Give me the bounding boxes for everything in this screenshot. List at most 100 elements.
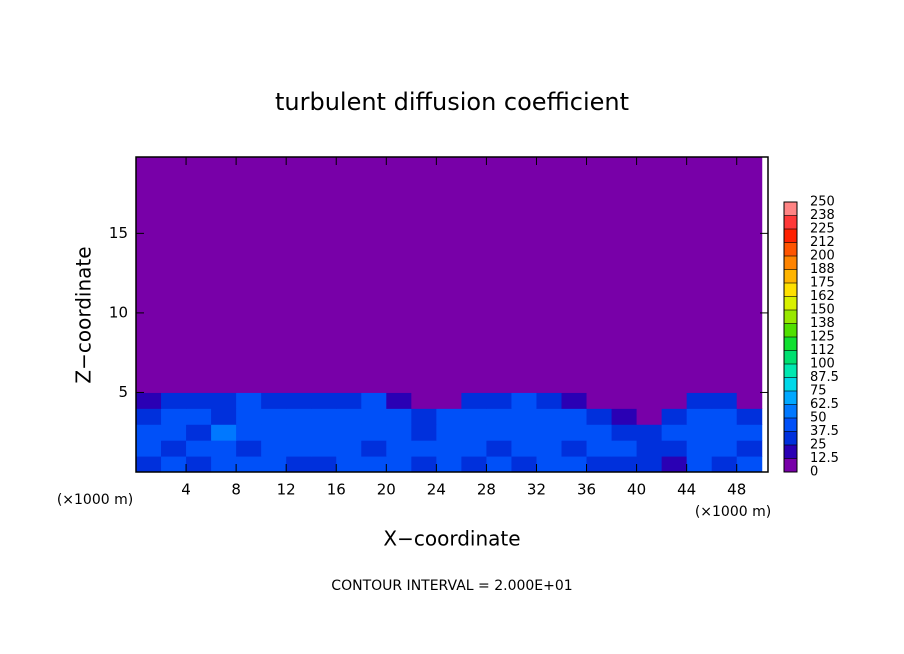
heatmap-cell bbox=[686, 440, 713, 457]
heatmap-cell bbox=[186, 408, 212, 425]
heatmap-cell bbox=[686, 157, 713, 393]
heatmap-cell bbox=[386, 392, 412, 409]
heatmap-cell bbox=[636, 408, 663, 425]
colorbar-band bbox=[784, 283, 797, 297]
heatmap-cell bbox=[736, 440, 763, 457]
heatmap-cell bbox=[711, 392, 738, 409]
colorbar-band bbox=[784, 431, 797, 445]
heatmap-cell bbox=[586, 424, 613, 441]
heatmap-cell bbox=[586, 440, 613, 457]
colorbar-band bbox=[784, 337, 797, 351]
colorbar-label: 212 bbox=[810, 235, 835, 250]
heatmap-cell bbox=[411, 408, 437, 425]
colorbar-label: 37.5 bbox=[810, 424, 839, 439]
heatmap-cell bbox=[461, 424, 487, 441]
heatmap-cell bbox=[211, 440, 237, 457]
heatmap-cell bbox=[461, 157, 487, 393]
colorbar-label: 12.5 bbox=[810, 451, 839, 466]
heatmap-cell bbox=[136, 424, 162, 441]
heatmap-cell bbox=[511, 424, 537, 441]
heatmap-cell bbox=[311, 157, 337, 393]
heatmap-cell bbox=[736, 456, 763, 473]
heatmap-cell bbox=[161, 408, 187, 425]
heatmap-cell bbox=[236, 157, 262, 393]
heatmap-cell bbox=[186, 157, 212, 393]
heatmap-cell bbox=[661, 456, 688, 473]
x-tick-label: 4 bbox=[181, 481, 191, 499]
heatmap-cell bbox=[436, 424, 462, 441]
heatmap-cell bbox=[386, 408, 412, 425]
heatmap-cell bbox=[686, 456, 713, 473]
colorbar-band bbox=[784, 418, 797, 432]
heatmap-cell bbox=[311, 424, 337, 441]
heatmap-cell bbox=[711, 157, 738, 393]
heatmap-cell bbox=[311, 456, 337, 473]
colorbar-band bbox=[784, 445, 797, 459]
heatmap-cell bbox=[136, 440, 162, 457]
heatmap-cell bbox=[411, 392, 437, 409]
heatmap-cell bbox=[711, 456, 738, 473]
heatmap-cell bbox=[611, 440, 638, 457]
colorbar-band bbox=[784, 458, 797, 472]
heatmap-cell bbox=[561, 456, 588, 473]
heatmap-cell bbox=[536, 456, 563, 473]
colorbar-label: 138 bbox=[810, 316, 835, 331]
heatmap-cell bbox=[136, 408, 162, 425]
chart-title: turbulent diffusion coefficient bbox=[275, 88, 629, 116]
heatmap-cell bbox=[186, 456, 212, 473]
x-tick-label: 48 bbox=[727, 481, 746, 499]
colorbar-band bbox=[784, 215, 797, 229]
y-axis-label: Z−coordinate bbox=[72, 246, 96, 383]
heatmap-cell bbox=[186, 424, 212, 441]
x-tick-label: 20 bbox=[377, 481, 396, 499]
colorbar-label: 188 bbox=[810, 262, 835, 277]
heatmap-cell bbox=[561, 440, 588, 457]
heatmap-cell bbox=[486, 424, 512, 441]
heatmap-cell bbox=[461, 408, 487, 425]
heatmap-cell bbox=[511, 440, 537, 457]
heatmap-cell bbox=[286, 424, 312, 441]
heatmap-cell bbox=[411, 456, 437, 473]
heatmap-cell bbox=[211, 408, 237, 425]
heatmap-cell bbox=[486, 157, 512, 393]
heatmap-cell bbox=[286, 456, 312, 473]
heatmap-cell bbox=[336, 424, 362, 441]
heatmap-cell bbox=[236, 408, 262, 425]
heatmap-cell bbox=[286, 408, 312, 425]
heatmap-cell bbox=[486, 392, 512, 409]
heatmap-cell bbox=[161, 157, 187, 393]
heatmap-cell bbox=[261, 392, 287, 409]
colorbar-band bbox=[784, 350, 797, 364]
heatmap-cell bbox=[336, 157, 362, 393]
heatmap-cell bbox=[236, 392, 262, 409]
heatmap-cell bbox=[486, 456, 512, 473]
heatmap-cell bbox=[586, 408, 613, 425]
heatmap-cell bbox=[511, 392, 537, 409]
heatmap-cell bbox=[586, 392, 613, 409]
heatmap-cell bbox=[461, 440, 487, 457]
heatmap-cell bbox=[361, 408, 387, 425]
heatmap-cell bbox=[261, 424, 287, 441]
colorbar-label: 250 bbox=[810, 195, 835, 210]
heatmap-cell bbox=[261, 440, 287, 457]
heatmap-cell bbox=[511, 408, 537, 425]
heatmap-cell bbox=[361, 392, 387, 409]
heatmap-cell bbox=[736, 424, 763, 441]
x-tick-label: 8 bbox=[231, 481, 241, 499]
heatmap-cell bbox=[336, 456, 362, 473]
heatmap-cell bbox=[661, 424, 688, 441]
colorbar-label: 200 bbox=[810, 249, 835, 264]
colorbar-band bbox=[784, 242, 797, 256]
colorbar-band bbox=[784, 229, 797, 243]
heatmap-cell bbox=[186, 440, 212, 457]
x-tick-label: 44 bbox=[677, 481, 696, 499]
colorbar-label: 238 bbox=[810, 208, 835, 223]
colorbar-band bbox=[784, 404, 797, 418]
colorbar-label: 87.5 bbox=[810, 370, 839, 385]
colorbar-label: 62.5 bbox=[810, 397, 839, 412]
heatmap-cell bbox=[236, 440, 262, 457]
heatmap-cell bbox=[536, 157, 563, 393]
heatmap-cell bbox=[411, 424, 437, 441]
heatmap-cell bbox=[211, 424, 237, 441]
colorbar-band bbox=[784, 269, 797, 283]
